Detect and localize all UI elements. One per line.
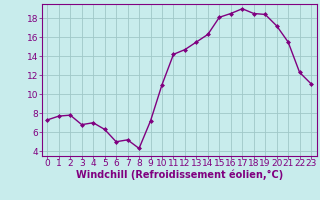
X-axis label: Windchill (Refroidissement éolien,°C): Windchill (Refroidissement éolien,°C) — [76, 170, 283, 180]
